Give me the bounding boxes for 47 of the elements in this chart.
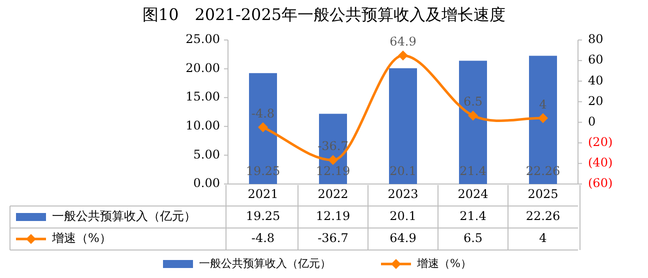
- data-label: 4: [539, 231, 548, 246]
- y-tick-label: 20.00: [186, 60, 220, 75]
- data-label: 19.25: [246, 209, 280, 224]
- annotation: 20.1: [390, 164, 416, 178]
- point: [258, 122, 268, 132]
- data-label: 64.9: [390, 231, 416, 246]
- y-tick-label: 10.00: [186, 118, 220, 133]
- y-tick-label: 5.00: [193, 147, 220, 162]
- annotation: 4: [539, 97, 548, 112]
- point: [468, 110, 478, 121]
- y2-tick-label: (60): [588, 176, 613, 190]
- data-label: 20.1: [390, 209, 416, 224]
- y2-tick-label: 20: [588, 94, 604, 108]
- y2-tick-label: 80: [588, 32, 604, 46]
- data-label: -4.8: [251, 231, 275, 246]
- point: [328, 155, 338, 166]
- y-tick-label: 15.00: [186, 90, 220, 104]
- x-tick-label: 2025: [528, 187, 558, 202]
- x-tick-label: 2021: [248, 187, 278, 202]
- data-label: 22.26: [526, 209, 560, 224]
- x-tick-label: 2022: [318, 187, 348, 202]
- data-label: -36.7: [318, 231, 348, 246]
- annotation: 64.9: [390, 34, 416, 49]
- y2-tick-label: 0: [588, 114, 596, 128]
- y-tick-label: 25.00: [186, 32, 220, 46]
- data-label: 12.19: [316, 209, 350, 224]
- bar: [389, 68, 417, 184]
- chart-title: 图10 2021-2025年一般公共预算收入及增长速度: [142, 5, 506, 24]
- bar: [459, 60, 487, 184]
- point: [538, 113, 548, 124]
- annotation: 6.5: [463, 94, 483, 109]
- x-tick-label: 2023: [388, 187, 418, 202]
- y2-tick-label: (40): [588, 156, 613, 170]
- text: 一般公共预算收入（亿元）: [199, 256, 331, 270]
- text: 增速（%）: [52, 231, 112, 246]
- annotation: -4.8: [251, 106, 275, 120]
- y-tick-label: 0.00: [193, 176, 220, 190]
- point: [398, 50, 408, 61]
- y2-tick-label: 40: [588, 73, 604, 88]
- legend-label: 增速（%）: [416, 256, 472, 270]
- data-label: 21.4: [460, 209, 487, 224]
- annotation: 21.4: [460, 164, 487, 178]
- data-label: 6.5: [463, 231, 483, 246]
- y2-tick-label: (20): [588, 134, 613, 149]
- legend-label: 一般公共预算收入（亿元）: [52, 209, 196, 224]
- y2-tick-label: 60: [588, 52, 604, 67]
- x-tick-label: 2024: [458, 187, 489, 202]
